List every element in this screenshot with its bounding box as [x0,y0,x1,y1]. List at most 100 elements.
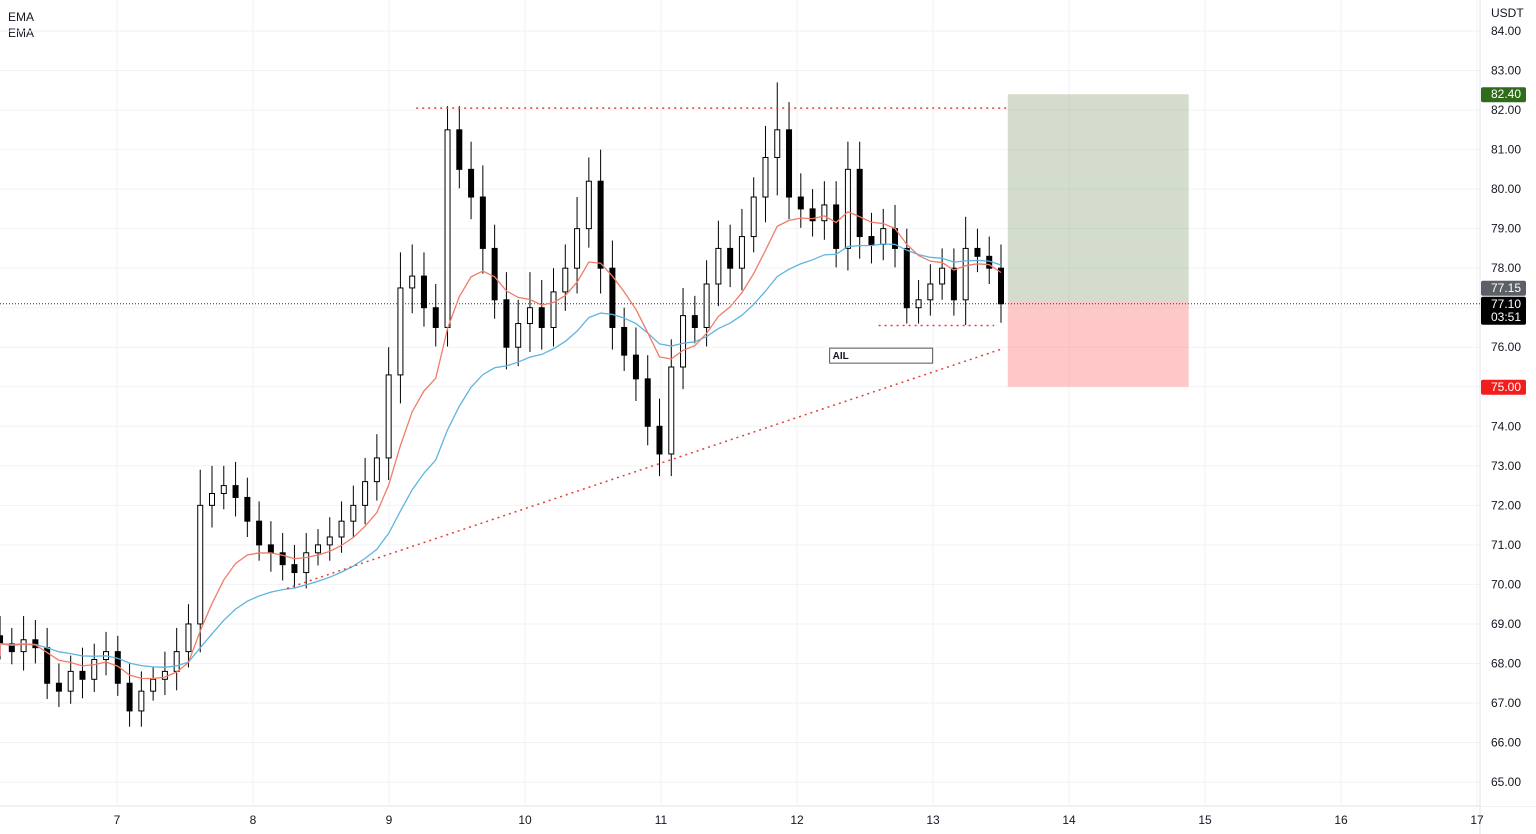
candle-body [550,291,557,328]
candle-body [491,247,498,301]
x-tick-label: 13 [926,813,940,827]
candle-body [55,682,62,692]
candle-body [338,520,345,538]
candle-body [420,275,427,309]
candle-body [609,267,616,328]
x-tick-label: 17 [1470,813,1484,827]
candle-body [279,552,286,566]
ema-slow-line [0,243,1002,668]
candle-body [397,287,404,376]
y-tick-label: 78.00 [1491,261,1521,275]
indicator-legend: EMA EMA [8,9,34,41]
candle-body [574,228,581,269]
y-tick-label: 82.00 [1491,103,1521,117]
y-tick-label: 65.00 [1491,775,1521,789]
candle-body [915,299,922,309]
price-tag-label: 75.00 [1491,380,1521,394]
candle-body [644,378,651,427]
candle-body [962,247,969,301]
candle-body [373,457,380,483]
candle-body [974,247,981,257]
candle-body [526,307,533,325]
candle-body [291,564,298,574]
candle-body [656,425,663,455]
ema-fast-line [0,211,1002,680]
candle-body [856,168,863,238]
candle-body [267,544,274,554]
price-tag [1481,87,1526,103]
x-tick-label: 9 [386,813,393,827]
candle-body [209,493,216,506]
candle-body [126,682,133,712]
candle-body [703,283,710,328]
candle-body [727,247,734,269]
price-tag [1481,280,1526,296]
candle-body [750,196,757,238]
candle-body [880,228,887,245]
candle-body [79,670,86,680]
annotation-label: AIL [833,351,849,362]
candle-body [927,283,934,301]
y-tick-label: 79.00 [1491,222,1521,236]
candle-body [597,180,604,269]
candle-body [903,247,910,309]
y-tick-label: 84.00 [1491,24,1521,38]
x-tick-label: 12 [790,813,804,827]
candle-body [20,639,27,653]
price-tag-label: 77.15 [1491,281,1521,295]
price-tag [1481,379,1526,395]
candle-body [503,299,510,348]
candle-body [161,670,168,680]
y-tick-label: 71.00 [1491,538,1521,552]
candle-body [668,366,675,455]
candle-body [409,275,416,289]
candle-body [797,196,804,210]
candle-body [680,315,687,368]
candle-body [844,168,851,249]
candle-body [691,315,698,328]
candle-body [432,307,439,328]
candles [0,82,1004,727]
candle-body [833,204,840,249]
candle-body [350,504,357,522]
candle-body [809,208,816,222]
y-tick-label: 76.00 [1491,340,1521,354]
price-tag [1481,296,1526,325]
candle-body [479,196,486,249]
ema-legend-2[interactable]: EMA [8,26,35,40]
candle-body [303,552,310,574]
countdown-label: 03:51 [1491,310,1521,324]
y-tick-label: 70.00 [1491,577,1521,591]
candle-body [197,504,204,625]
y-tick-label: 66.00 [1491,736,1521,750]
candle-body [220,485,227,495]
candle-body [456,129,463,170]
price-axis [1481,0,1536,806]
candle-body [821,204,828,222]
candle-body [868,236,875,245]
candle-body [385,374,392,459]
x-tick-label: 7 [114,813,121,827]
candle-body [585,180,592,230]
y-tick-label: 72.00 [1491,498,1521,512]
y-tick-label: 67.00 [1491,696,1521,710]
candle-body [939,267,946,285]
candle-body [444,129,451,328]
x-tick-label: 10 [518,813,532,827]
annotation-box [829,347,934,364]
candle-body [950,267,957,301]
candle-body [715,247,722,285]
candle-body [538,307,545,328]
candle-body [91,659,98,680]
candle-body [468,168,475,198]
y-tick-label: 73.00 [1491,459,1521,473]
price-tag-label: 77.10 [1491,297,1521,311]
ema-legend-1[interactable]: EMA [8,10,35,24]
candle-body [67,670,74,692]
x-tick-label: 11 [655,813,668,827]
x-tick-label: 16 [1334,813,1348,827]
candle-body [515,323,522,348]
candle-body [244,496,251,522]
candle-body [232,485,239,498]
